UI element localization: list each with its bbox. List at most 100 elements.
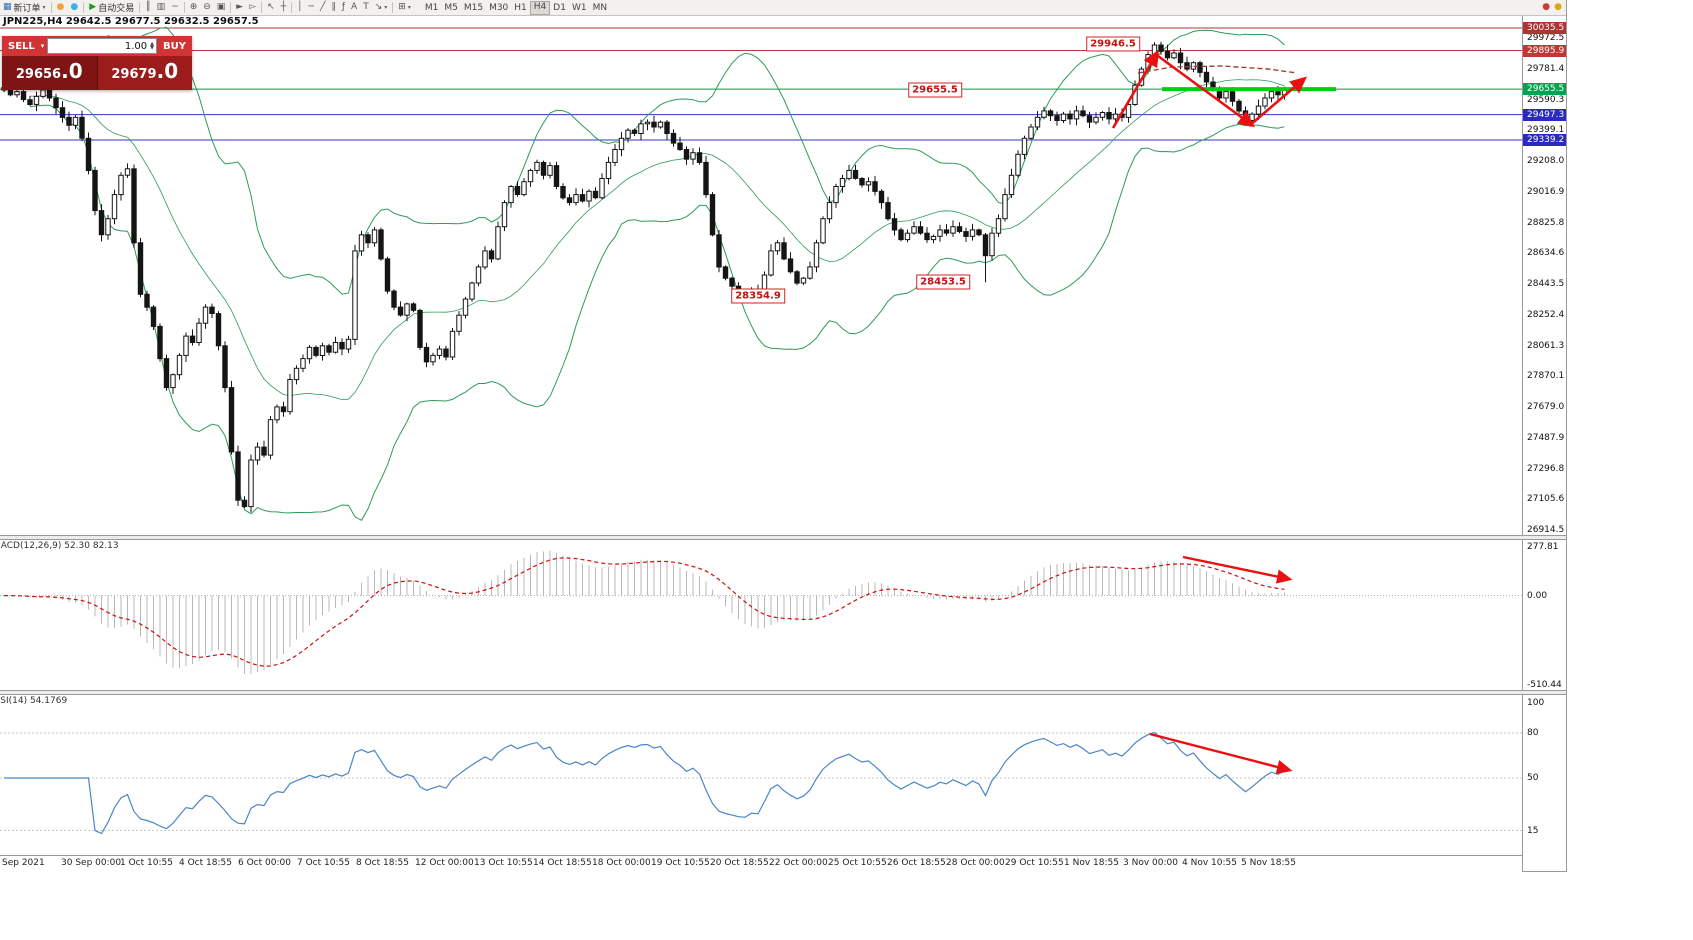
time-label: 5 Nov 18:55 xyxy=(1241,858,1296,868)
horizontal-line-icon: ─ xyxy=(308,2,314,12)
timeframe-button-m30[interactable]: M30 xyxy=(489,2,509,13)
rsi-indicator-panel[interactable]: RSI(14) 54.1769 xyxy=(0,695,1522,855)
time-label: 7 Oct 10:55 xyxy=(297,858,350,868)
rsi-canvas[interactable] xyxy=(0,695,1522,855)
zoom-in-button[interactable]: ⊕ xyxy=(187,1,201,14)
trend-arrow xyxy=(1157,54,1256,128)
price-scale-label: 28825.8 xyxy=(1527,217,1565,228)
timeframe-button-d1[interactable]: D1 xyxy=(553,2,566,13)
timeframe-button-mn[interactable]: MN xyxy=(592,2,608,13)
price-scale[interactable]: 29972.5 29781.4 29590.3 29399.1 29208.0 29016… xyxy=(1522,15,1566,871)
volume-up-icon[interactable]: ▲ xyxy=(150,41,155,47)
cursor-button[interactable]: ↖ xyxy=(264,1,278,14)
time-label: 25 Oct 10:55 xyxy=(828,858,887,868)
sell-price-fraction: .0 xyxy=(61,59,83,83)
price-scale-label: 26914.5 xyxy=(1527,525,1565,535)
community-icon-icon: ● xyxy=(70,2,79,12)
mt4-terminal-window: ▦ 新订单 ▾ ● ● ▶ 自动交易 ║ ▥ ~ ⊕ ⊖ ▣ ► ▻ ↖ ┼ │ ─ ╱ ∥ ƒ A T ↘ ▾ ⊞ ▾ M1 M5 M1… xyxy=(0,0,1567,872)
toolbar-separator xyxy=(291,2,293,13)
text-button[interactable]: A xyxy=(348,1,360,14)
volume-input[interactable]: 1.00 ▲ ▼ xyxy=(47,38,158,54)
time-label: 13 Oct 10:55 xyxy=(474,858,533,868)
bar-chart-button[interactable]: ║ xyxy=(142,1,153,14)
timeframe-button-m5[interactable]: M5 xyxy=(444,2,458,13)
dropdown-caret-icon[interactable]: ▾ xyxy=(42,4,46,11)
fibonacci-button[interactable]: ƒ xyxy=(339,1,348,14)
line-chart-button[interactable]: ~ xyxy=(168,1,182,14)
rsi-trend-arrow xyxy=(1149,732,1293,774)
chart-shift-icon: ▻ xyxy=(249,2,257,12)
chart-shift-button[interactable]: ▻ xyxy=(246,1,259,14)
chat-icon-icon: ● xyxy=(56,2,65,12)
price-tag: 29497.3 xyxy=(1523,108,1566,121)
auto-scroll-icon: ► xyxy=(236,2,244,12)
horizontal-line-button[interactable]: ─ xyxy=(306,1,317,14)
label-button[interactable]: T xyxy=(360,1,372,14)
buy-price-fraction: .0 xyxy=(156,59,179,83)
volume-down-icon[interactable]: ▼ xyxy=(150,45,155,51)
timeframe-button-h4[interactable]: H4 xyxy=(529,0,551,15)
autotrading-button[interactable]: ▶ 自动交易 xyxy=(86,1,137,14)
toolbar-separator xyxy=(139,2,141,13)
community-icon[interactable]: ● xyxy=(67,1,81,14)
timeframe-button-h1[interactable]: H1 xyxy=(514,2,527,13)
trendline-button[interactable]: ╱ xyxy=(317,1,328,14)
sell-button[interactable]: SELL xyxy=(8,40,35,52)
crosshair-icon: ┼ xyxy=(280,2,287,12)
buy-price: 29679 xyxy=(111,67,157,82)
zoom-out-icon: ⊖ xyxy=(203,2,211,12)
dropdown-caret-icon[interactable]: ▾ xyxy=(384,4,388,11)
auto-scroll-button[interactable]: ► xyxy=(233,1,246,14)
chat-icon[interactable]: ● xyxy=(54,1,68,14)
macd-canvas[interactable] xyxy=(0,540,1522,690)
buy-price-button[interactable]: 29679.0 xyxy=(97,56,192,90)
channel-button[interactable]: ∥ xyxy=(328,1,339,14)
price-scale-label: 28634.6 xyxy=(1527,248,1565,259)
macd-indicator-panel[interactable]: MACD(12,26,9) 52.30 82.13 xyxy=(0,540,1522,690)
trend-arrow xyxy=(1111,49,1159,129)
dropdown-caret-icon[interactable]: ▾ xyxy=(407,4,411,11)
rsi-scale-label: 15 xyxy=(1527,825,1539,836)
price-chart-canvas[interactable] xyxy=(0,15,1522,535)
candlestick-chart-button[interactable]: ▥ xyxy=(154,1,169,14)
price-tag: 30035.5 xyxy=(1523,22,1566,34)
price-scale-label: 27487.9 xyxy=(1527,432,1565,443)
bollinger-middle-band xyxy=(29,79,1285,401)
tile-windows-button[interactable]: ▣ xyxy=(214,1,229,14)
timeframe-button-w1[interactable]: W1 xyxy=(571,2,587,13)
text-icon: A xyxy=(351,2,358,12)
volume-stepper[interactable]: ▲ ▼ xyxy=(150,41,155,51)
time-axis[interactable]: Sep 2021 30 Sep 00:00 1 Oct 10:55 4 Oct 18:… xyxy=(0,855,1522,872)
time-label: 4 Nov 10:55 xyxy=(1182,858,1237,868)
time-label: 14 Oct 18:55 xyxy=(533,858,592,868)
new-order-button[interactable]: ▦ 新订单 ▾ xyxy=(0,1,49,14)
panel-divider[interactable] xyxy=(0,535,1566,540)
sell-options-caret-icon[interactable]: ▾ xyxy=(40,42,45,50)
alert-icon[interactable]: ● xyxy=(1542,2,1551,12)
buy-button[interactable]: BUY xyxy=(163,40,186,52)
price-scale-label: 27296.8 xyxy=(1527,463,1565,474)
panel-divider[interactable] xyxy=(0,690,1566,695)
fibonacci-icon: ƒ xyxy=(341,2,346,12)
indicators-button[interactable]: ⊞ ▾ xyxy=(395,1,414,14)
time-label: 8 Oct 18:55 xyxy=(356,858,409,868)
rsi-label: RSI(14) 54.1769 xyxy=(0,696,68,706)
timeframe-button-m15[interactable]: M15 xyxy=(463,2,484,13)
vertical-line-button[interactable]: │ xyxy=(294,1,305,14)
bar-chart-icon: ║ xyxy=(145,2,151,12)
zoom-out-button[interactable]: ⊖ xyxy=(200,1,214,14)
news-icon[interactable]: ● xyxy=(1554,2,1562,12)
macd-label: MACD(12,26,9) 52.30 82.13 xyxy=(0,541,119,551)
price-scale-label: 27105.6 xyxy=(1527,494,1565,505)
arrows-button[interactable]: ↘ ▾ xyxy=(372,1,391,14)
sell-price-button[interactable]: 29656.0 xyxy=(2,56,97,90)
crosshair-button[interactable]: ┼ xyxy=(278,1,289,14)
timeframe-button-m1[interactable]: M1 xyxy=(424,2,439,13)
main-price-chart[interactable]: JPN225,H4 29642.5 29677.5 29632.5 29657.… xyxy=(0,15,1522,535)
time-label: Sep 2021 xyxy=(2,858,45,868)
price-scale-label: 28443.5 xyxy=(1527,279,1565,290)
rsi-scale-label: 80 xyxy=(1527,728,1539,738)
time-label: 22 Oct 00:00 xyxy=(769,858,828,868)
time-label: 28 Oct 00:00 xyxy=(946,858,1005,868)
price-tag: 29339.2 xyxy=(1523,134,1566,146)
